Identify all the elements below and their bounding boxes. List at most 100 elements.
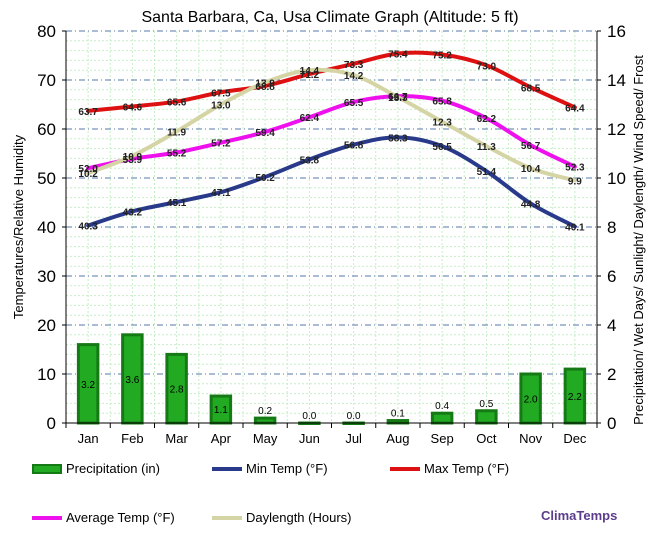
x-tick-label: Jul bbox=[345, 431, 362, 446]
avgtemp-data-label: 56.7 bbox=[521, 141, 541, 152]
daylength-data-label: 10.2 bbox=[78, 169, 98, 180]
daylength-data-label: 14.2 bbox=[344, 71, 364, 82]
x-tick-label: Nov bbox=[519, 431, 543, 446]
right-tick-label: 2 bbox=[607, 365, 616, 384]
left-tick-label: 80 bbox=[37, 22, 56, 41]
precipitation-data-label: 0.2 bbox=[258, 406, 272, 417]
daylength-data-label: 11.3 bbox=[477, 142, 496, 153]
daylength-data-label: 14.4 bbox=[300, 66, 320, 77]
precipitation-data-label: 2.8 bbox=[170, 385, 184, 396]
right-tick-label: 14 bbox=[607, 71, 626, 90]
mintemp-data-label: 47.1 bbox=[211, 188, 231, 199]
precipitation-data-label: 1.1 bbox=[214, 405, 228, 416]
mintemp-data-label: 40.1 bbox=[565, 223, 585, 234]
daylength-data-label: 13.9 bbox=[255, 78, 275, 89]
mintemp-data-label: 53.8 bbox=[300, 155, 320, 166]
maxtemp-data-label: 65.6 bbox=[167, 98, 187, 109]
precipitation-data-label: 3.2 bbox=[81, 380, 95, 391]
precipitation-data-label: 2.2 bbox=[568, 392, 582, 403]
legend-label: Min Temp (°F) bbox=[246, 461, 328, 476]
maxtemp-data-label: 64.6 bbox=[123, 102, 143, 113]
avgtemp-data-label: 52.0 bbox=[78, 164, 98, 175]
legend-line-swatch bbox=[32, 515, 62, 520]
daylength-data-label: 13.3 bbox=[388, 93, 408, 104]
daylength-data-label: 12.3 bbox=[432, 118, 452, 129]
maxtemp-data-label: 63.7 bbox=[78, 107, 98, 118]
legend-line-swatch bbox=[212, 466, 242, 471]
x-tick-label: Mar bbox=[165, 431, 188, 446]
mintemp-data-label: 40.3 bbox=[78, 222, 98, 233]
x-tick-label: May bbox=[253, 431, 278, 446]
line-series bbox=[86, 50, 577, 229]
daylength-line bbox=[86, 67, 577, 183]
right-tick-label: 8 bbox=[607, 218, 616, 237]
avgtemp-data-label: 65.8 bbox=[432, 97, 452, 108]
maxtemp-data-label: 73.3 bbox=[344, 60, 364, 71]
brand-logo: ClimaTemps bbox=[541, 508, 618, 523]
avgtemp-line bbox=[86, 94, 577, 171]
precipitation-bar bbox=[430, 411, 454, 425]
mintemp-line bbox=[86, 135, 577, 229]
left-tick-label: 20 bbox=[37, 316, 56, 335]
right-tick-label: 12 bbox=[607, 120, 626, 139]
right-tick-label: 16 bbox=[607, 22, 626, 41]
mintemp-data-label: 56.5 bbox=[432, 142, 452, 153]
left-axis-label: Temperatures/Relative Humidity bbox=[11, 134, 26, 319]
axes: 0 10 20 30 40 50 60 70 80 0 2 4 6 8 10 12 14 16 Jan Feb Mar A… bbox=[37, 22, 626, 446]
precipitation-data-label: 0.5 bbox=[479, 399, 493, 410]
x-tick-label: Aug bbox=[386, 431, 409, 446]
precipitation-data-label: 3.6 bbox=[125, 375, 139, 386]
grid-layer bbox=[65, 30, 598, 423]
left-tick-label: 50 bbox=[37, 169, 56, 188]
legend-label: Precipitation (in) bbox=[66, 461, 160, 476]
mintemp-data-label: 44.8 bbox=[521, 199, 541, 210]
daylength-data-label: 9.9 bbox=[568, 176, 582, 187]
x-tick-label: Jun bbox=[299, 431, 320, 446]
maxtemp-data-label: 68.8 bbox=[255, 82, 275, 93]
maxtemp-data-label: 68.5 bbox=[521, 83, 541, 94]
maxtemp-data-label: 75.4 bbox=[388, 50, 408, 61]
left-tick-label: 0 bbox=[47, 414, 56, 433]
x-tick-label: Oct bbox=[476, 431, 497, 446]
left-tick-label: 70 bbox=[37, 71, 56, 90]
right-axis-label: Precipitation/ Wet Days/ Sunlight/ Dayle… bbox=[631, 55, 646, 425]
avgtemp-data-label: 57.2 bbox=[211, 139, 231, 150]
maxtemp-data-label: 75.2 bbox=[432, 51, 452, 62]
precipitation-data-label: 0.1 bbox=[391, 409, 405, 420]
x-tick-label: Jan bbox=[78, 431, 99, 446]
maxtemp-data-label: 71.2 bbox=[300, 70, 320, 81]
x-tick-label: Feb bbox=[121, 431, 143, 446]
left-tick-label: 60 bbox=[37, 120, 56, 139]
precipitation-data-label: 2.0 bbox=[524, 395, 538, 406]
avgtemp-data-label: 59.4 bbox=[255, 128, 275, 139]
legend-min-temp: Min Temp (°F) bbox=[212, 461, 328, 476]
legend-line-swatch bbox=[390, 466, 420, 471]
maxtemp-data-label: 67.5 bbox=[211, 88, 231, 99]
daylength-data-label: 13.0 bbox=[211, 101, 231, 112]
legend-line-swatch bbox=[212, 515, 242, 520]
x-tick-label: Sep bbox=[431, 431, 454, 446]
left-tick-label: 30 bbox=[37, 267, 56, 286]
daylength-data-label: 11.9 bbox=[167, 127, 186, 138]
avgtemp-data-label: 53.9 bbox=[123, 155, 143, 166]
legend-label: Average Temp (°F) bbox=[66, 510, 175, 525]
legend-label: Daylength (Hours) bbox=[246, 510, 352, 525]
x-tick-label: Dec bbox=[563, 431, 587, 446]
chart-title: Santa Barbara, Ca, Usa Climate Graph (Al… bbox=[141, 9, 518, 26]
right-tick-label: 10 bbox=[607, 169, 626, 188]
right-tick-label: 6 bbox=[607, 267, 616, 286]
avgtemp-data-label: 62.2 bbox=[477, 114, 497, 125]
maxtemp-data-label: 64.4 bbox=[565, 103, 585, 114]
mintemp-data-label: 45.1 bbox=[167, 198, 187, 209]
legend-precipitation: Precipitation (in) bbox=[32, 461, 160, 476]
avgtemp-data-label: 65.5 bbox=[344, 98, 364, 109]
legend-avg-temp: Average Temp (°F) bbox=[32, 510, 175, 525]
precipitation-data-label: 0.0 bbox=[302, 411, 316, 422]
mintemp-data-label: 51.4 bbox=[477, 167, 497, 178]
daylength-data-label: 10.4 bbox=[521, 164, 541, 175]
precipitation-bars bbox=[76, 333, 587, 425]
legend-bar-swatch bbox=[32, 463, 62, 474]
avgtemp-data-label: 55.2 bbox=[167, 149, 187, 160]
legend-daylength: Daylength (Hours) bbox=[212, 510, 352, 525]
